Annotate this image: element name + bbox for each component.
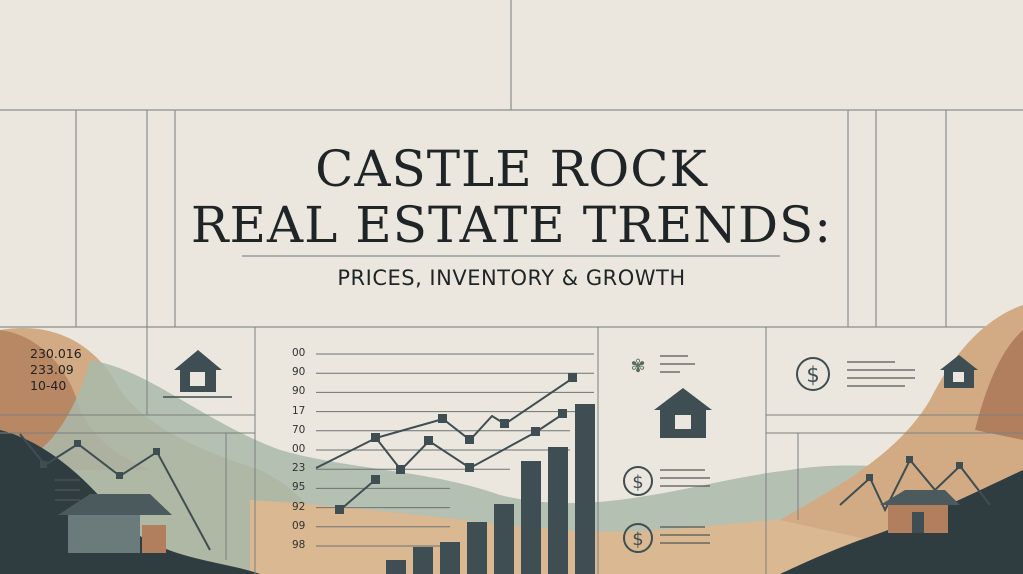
y-tick-label: 17 bbox=[292, 404, 306, 417]
bar bbox=[413, 547, 433, 574]
bar bbox=[575, 404, 595, 574]
bar-series bbox=[386, 404, 595, 574]
trend-line-c bbox=[339, 479, 376, 511]
y-tick-label: 92 bbox=[292, 500, 306, 513]
stat-line: 230.016 bbox=[30, 346, 82, 361]
y-tick-label: 90 bbox=[292, 385, 306, 398]
trend-line-b bbox=[375, 413, 564, 472]
panel-lines bbox=[0, 327, 1023, 574]
bar bbox=[494, 504, 514, 574]
trend-line-left bbox=[19, 433, 211, 551]
y-tick-label: 90 bbox=[292, 366, 306, 379]
y-tick-label: 09 bbox=[292, 519, 306, 532]
title-line-1: CASTLE ROCK bbox=[315, 140, 708, 198]
chart-gridlines bbox=[316, 353, 594, 547]
svg-text:$: $ bbox=[632, 472, 643, 493]
bar bbox=[521, 461, 541, 574]
svg-text:$: $ bbox=[806, 363, 819, 387]
frame-lines bbox=[0, 0, 1023, 328]
y-tick-label: 00 bbox=[292, 443, 306, 455]
house-illustration-right bbox=[880, 490, 960, 533]
stats-text: 230.016 233.09 10-40 bbox=[30, 346, 82, 394]
hill-dark-left bbox=[0, 430, 260, 574]
y-tick-label: 23 bbox=[292, 462, 306, 475]
svg-text:$: $ bbox=[632, 529, 643, 550]
text-placeholder-lines bbox=[55, 355, 915, 544]
house-icon bbox=[940, 355, 978, 388]
trend-markers bbox=[40, 373, 963, 514]
bar bbox=[467, 522, 487, 574]
house-illustration-left bbox=[58, 494, 172, 553]
stat-line: 233.09 bbox=[30, 362, 74, 377]
house-icon bbox=[163, 350, 232, 398]
y-tick-label: 00 bbox=[292, 347, 306, 359]
hill-dark-right bbox=[780, 470, 1023, 574]
cliff-left bbox=[0, 330, 150, 470]
bar bbox=[440, 542, 460, 574]
cliff-right-dark bbox=[975, 330, 1023, 440]
plant-icon: ✾ bbox=[630, 356, 645, 377]
house-icon bbox=[654, 388, 712, 438]
subtitle: PRICES, INVENTORY & GROWTH bbox=[337, 266, 686, 290]
dollar-icon: $ bbox=[623, 523, 653, 553]
bar bbox=[548, 447, 568, 574]
dollar-icon: $ bbox=[796, 357, 830, 391]
y-tick-label: 95 bbox=[292, 481, 306, 494]
dollar-icon: $ bbox=[623, 466, 653, 496]
bar bbox=[386, 560, 406, 574]
y-tick-label: 70 bbox=[292, 423, 306, 436]
y-tick-label: 98 bbox=[292, 539, 306, 551]
title-line-2: REAL ESTATE TRENDS: bbox=[190, 196, 833, 254]
stat-line: 10-40 bbox=[30, 378, 67, 393]
